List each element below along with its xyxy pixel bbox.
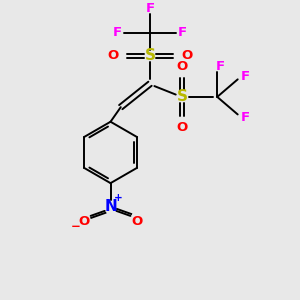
- Text: F: F: [178, 26, 187, 39]
- Text: F: F: [146, 2, 154, 15]
- Text: +: +: [114, 193, 123, 203]
- Text: S: S: [145, 49, 155, 64]
- Text: F: F: [216, 60, 225, 73]
- Text: O: O: [108, 50, 119, 62]
- Text: O: O: [176, 121, 188, 134]
- Text: F: F: [240, 111, 250, 124]
- Text: O: O: [79, 214, 90, 228]
- Text: N: N: [104, 199, 117, 214]
- Text: F: F: [240, 70, 250, 83]
- Text: O: O: [131, 214, 142, 228]
- Text: F: F: [113, 26, 122, 39]
- Text: −: −: [71, 220, 81, 233]
- Text: O: O: [181, 50, 192, 62]
- Text: O: O: [176, 60, 188, 73]
- Text: S: S: [177, 89, 188, 104]
